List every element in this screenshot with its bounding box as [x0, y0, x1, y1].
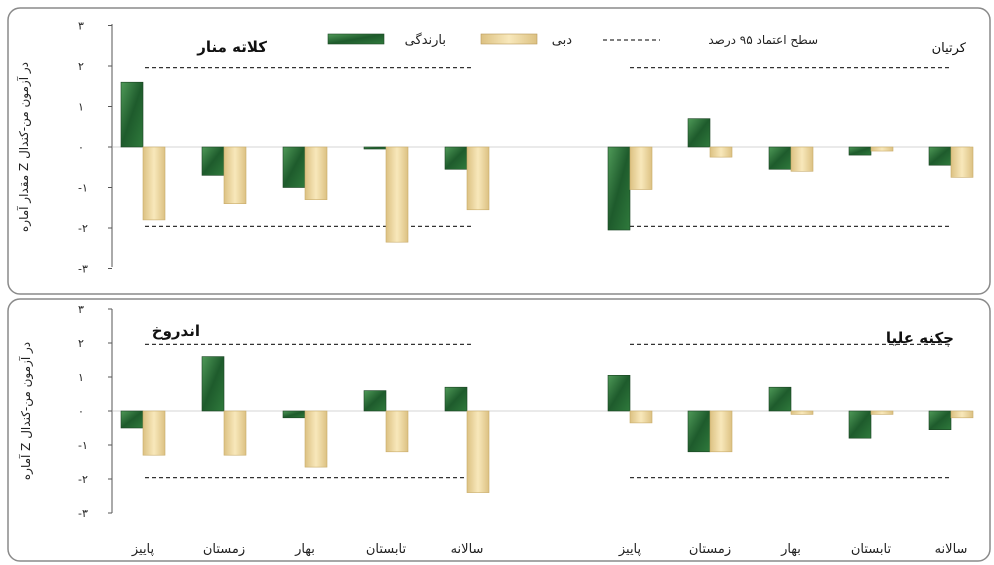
panel-kalateh-menar: [120, 66, 490, 243]
rain-bar-0: [607, 146, 631, 231]
rain-bar-4: [928, 146, 952, 166]
rain-bar-0: [120, 410, 144, 429]
rain-bar-1: [687, 118, 711, 148]
legend-rain-swatch: [327, 33, 385, 45]
rain-bar-1: [201, 146, 225, 176]
flow-bar-4: [950, 410, 974, 419]
rain-bar-1: [687, 410, 711, 453]
rain-bar-2: [282, 146, 306, 188]
legend-flow-label: دبی: [552, 33, 572, 48]
legend: بارندگی دبی سطح اعتماد ۹۵ درصد: [327, 32, 818, 48]
rain-bar-4: [444, 146, 468, 170]
title-chekneh-olya: چکنه علیا: [886, 329, 954, 348]
category-label: تابستان: [851, 542, 892, 557]
category-label: سالانه: [935, 542, 968, 557]
bottom-panel-frame: [7, 298, 991, 562]
flow-bar-2: [790, 146, 814, 172]
y-tick-label: -۳: [78, 263, 88, 276]
title-kalateh-menar: کلاته منار: [196, 38, 267, 56]
rain-bar-4: [928, 410, 952, 431]
flow-bar-2: [304, 410, 328, 468]
flow-bar-3: [870, 146, 894, 152]
flow-bar-4: [466, 146, 490, 211]
title-androkh: اندروخ: [152, 322, 200, 340]
flow-bar-2: [790, 410, 814, 415]
rain-bar-0: [607, 374, 631, 412]
panel-androkh: [120, 343, 490, 493]
category-label: زمستان: [689, 542, 731, 557]
y-tick-label: ۰: [78, 141, 84, 154]
flow-bar-1: [709, 146, 733, 158]
rain-bar-0: [120, 81, 144, 148]
legend-flow-swatch: [480, 33, 538, 45]
y-axis-label-top: مقدار آماره Z در آزمون من-کندال: [16, 62, 32, 232]
category-label: سالانه: [451, 542, 484, 557]
y-tick-label: ۱: [78, 101, 84, 114]
flow-bar-0: [142, 410, 166, 456]
y-tick-label: -۳: [78, 507, 88, 520]
flow-bar-0: [629, 410, 653, 424]
y-tick-label: ۳: [78, 303, 84, 316]
rain-bar-2: [282, 410, 306, 419]
rain-bar-3: [363, 390, 387, 412]
y-tick-label: ۲: [78, 337, 84, 350]
flow-bar-3: [385, 410, 409, 453]
panel-chekneh-olya: [607, 343, 974, 479]
category-label: بهار: [294, 542, 315, 557]
flow-bar-2: [304, 146, 328, 200]
title-kartian: کرتیان: [932, 41, 967, 56]
flow-bar-0: [629, 146, 653, 190]
rain-bar-3: [848, 146, 872, 156]
flow-bar-0: [142, 146, 166, 221]
flow-bar-4: [950, 146, 974, 178]
category-label: پاییز: [131, 542, 155, 557]
rain-bar-2: [768, 146, 792, 170]
y-tick-label: ۳: [78, 20, 84, 33]
y-tick-label: -۲: [78, 473, 88, 486]
y-tick-label: ۰: [78, 405, 84, 418]
category-label: زمستان: [203, 542, 245, 557]
y-tick-label: -۲: [78, 222, 88, 235]
category-labels: پاییز زمستان بهار تابستان سالانه پاییز زمستان ب…: [131, 542, 968, 557]
y-axis-label-bottom: آماره Z در آزمون من-کندال: [18, 342, 34, 480]
category-label: تابستان: [366, 542, 407, 557]
flow-bar-1: [709, 410, 733, 453]
flow-bar-1: [223, 410, 247, 456]
y-axis-top: ۳ ۲ ۱ ۰ -۱ -۲ -۳: [78, 20, 970, 276]
rain-bar-2: [768, 386, 792, 412]
rain-bar-1: [201, 356, 225, 412]
legend-confidence-label: سطح اعتماد ۹۵ درصد: [708, 33, 818, 48]
flow-bar-1: [223, 146, 247, 205]
y-tick-label: -۱: [78, 182, 88, 195]
category-label: بهار: [780, 542, 801, 557]
top-panel-frame: [7, 7, 991, 295]
category-label: پاییز: [618, 542, 642, 557]
y-axis-bottom: ۳ ۲ ۱ ۰ -۱ -۲ -۳: [78, 303, 970, 520]
flow-bar-3: [385, 146, 409, 243]
flow-bar-3: [870, 410, 894, 415]
rain-bar-4: [444, 386, 468, 412]
chart-marks: [120, 66, 974, 493]
rain-bar-3: [363, 146, 387, 150]
y-tick-label: ۲: [78, 60, 84, 73]
rain-bar-3: [848, 410, 872, 439]
y-tick-label: ۱: [78, 371, 84, 384]
flow-bar-4: [466, 410, 490, 493]
y-tick-label: -۱: [78, 439, 88, 452]
legend-rain-label: بارندگی: [405, 32, 446, 48]
panel-kartian: [607, 66, 974, 231]
